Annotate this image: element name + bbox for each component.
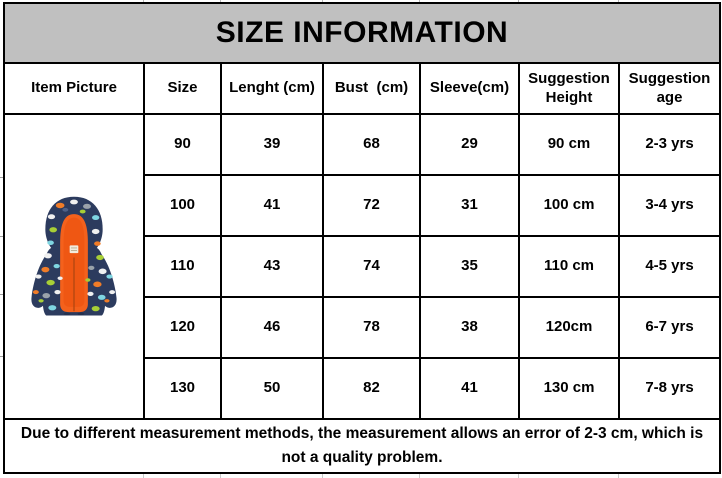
table-row: 130 50 82 41 130 cm 7-8 yrs (4, 357, 721, 420)
cell-sleeve: 29 (419, 113, 520, 176)
size-table: SIZE INFORMATION Item Picture Size Lengh… (3, 2, 721, 475)
cell-size: 120 (143, 296, 222, 359)
cell-suggestion-height: 110 cm (518, 235, 620, 298)
col-header-sleeve: Sleeve(cm) (419, 62, 520, 115)
cell-sleeve: 41 (419, 357, 520, 420)
jacket-image (31, 196, 117, 316)
cell-bust: 72 (322, 174, 421, 237)
cell-suggestion-age: 6-7 yrs (618, 296, 721, 359)
footer-row: Due to different measurement methods, th… (3, 417, 721, 475)
cell-suggestion-age: 4-5 yrs (618, 235, 721, 298)
gridline-tick (419, 0, 420, 2)
cell-bust: 78 (322, 296, 421, 359)
table-row: 100 41 72 31 100 cm 3-4 yrs (4, 174, 721, 237)
cell-sleeve: 35 (419, 235, 520, 298)
title-row: SIZE INFORMATION (3, 2, 721, 64)
cell-length: 43 (220, 235, 324, 298)
cell-suggestion-height: 100 cm (518, 174, 620, 237)
cell-suggestion-height: 90 cm (518, 113, 620, 176)
gridline-tick (0, 177, 3, 178)
cell-suggestion-age: 2-3 yrs (618, 113, 721, 176)
table-header-row: Item Picture Size Lenght (cm) Bust (cm) … (3, 62, 721, 115)
cell-suggestion-height: 120cm (518, 296, 620, 359)
cell-length: 50 (220, 357, 324, 420)
cell-length: 39 (220, 113, 324, 176)
cell-suggestion-age: 7-8 yrs (618, 357, 721, 420)
cell-sleeve: 31 (419, 174, 520, 237)
gridline-tick (618, 0, 619, 2)
gridline-tick (322, 0, 323, 2)
table-row: 90 39 68 29 90 cm 2-3 yrs (3, 113, 721, 420)
table-row: 120 46 78 38 120cm 6-7 yrs (4, 296, 721, 359)
cell-size: 100 (143, 174, 222, 237)
cell-size: 110 (143, 235, 222, 298)
col-header-length: Lenght (cm) (220, 62, 324, 115)
item-picture-cell (3, 113, 145, 420)
cell-size: 90 (143, 113, 222, 176)
cell-suggestion-age: 3-4 yrs (618, 174, 721, 237)
col-header-suggestion-age: Suggestion age (618, 62, 721, 115)
disclaimer-text: Due to different measurement methods, th… (3, 417, 721, 475)
cell-sleeve: 38 (419, 296, 520, 359)
col-header-bust: Bust (cm) (322, 62, 421, 115)
page-title: SIZE INFORMATION (3, 2, 721, 64)
gridline-tick (518, 0, 519, 2)
cell-bust: 82 (322, 357, 421, 420)
gridline-tick (0, 236, 3, 237)
col-header-item-picture: Item Picture (3, 62, 145, 115)
cell-suggestion-height: 130 cm (518, 357, 620, 420)
col-header-suggestion-height: Suggestion Height (518, 62, 620, 115)
jacket-label-tag (69, 244, 79, 253)
table-row: 110 43 74 35 110 cm 4-5 yrs (4, 235, 721, 298)
cell-bust: 68 (322, 113, 421, 176)
gridline-tick (0, 294, 3, 295)
size-information-sheet: SIZE INFORMATION Item Picture Size Lengh… (3, 2, 721, 475)
gridline-tick (0, 356, 3, 357)
gridline-tick (143, 0, 144, 2)
gridline-tick (220, 0, 221, 2)
cell-bust: 74 (322, 235, 421, 298)
cell-size: 130 (143, 357, 222, 420)
col-header-size: Size (143, 62, 222, 115)
cell-length: 46 (220, 296, 324, 359)
cell-length: 41 (220, 174, 324, 237)
